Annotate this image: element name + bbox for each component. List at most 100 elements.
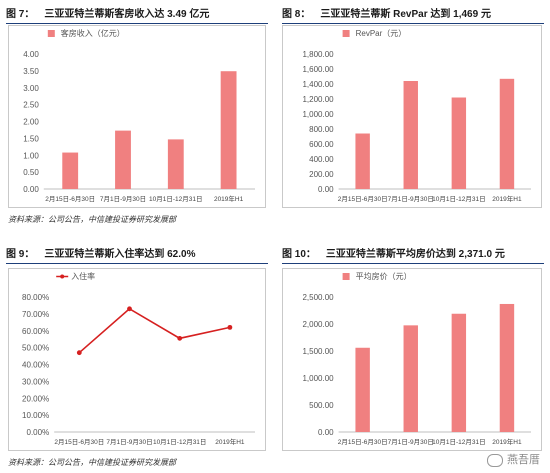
- y-tick-label: 0.00: [318, 428, 334, 437]
- x-tick-label: 10月1日-12月31日: [432, 195, 485, 203]
- bar: [403, 325, 418, 432]
- legend-swatch: [342, 273, 350, 280]
- x-tick-label: 2月15日-6月30日: [54, 438, 104, 446]
- bar: [403, 81, 418, 189]
- legend-label: 平均房价（元）: [356, 271, 412, 281]
- bar: [220, 71, 237, 189]
- chart-room-revenue-svg: 0.00 0.50 1.00 1.50 2.00 2.50 3.00 3.50 4.00 2月15…: [23, 28, 255, 203]
- y-tick-label: 70.00%: [22, 310, 49, 319]
- y-tick-label: 1,400.00: [302, 80, 334, 89]
- chart-occupancy-svg: 0.00% 10.00% 20.00% 30.00% 40.00% 50.00% 60.00…: [22, 271, 255, 446]
- figure-10-number: 图 10：: [282, 249, 316, 260]
- legend-label: RevPar（元）: [356, 29, 407, 38]
- y-tick-label: 30.00%: [22, 377, 49, 386]
- y-tick-label: 1,800.00: [302, 50, 334, 59]
- y-tick-label: 2,500.00: [302, 293, 334, 302]
- y-tick-label: 800.00: [309, 125, 334, 134]
- figure-8-rule: [282, 23, 544, 24]
- data-point: [227, 324, 233, 330]
- bar: [499, 303, 515, 432]
- bar: [451, 313, 467, 432]
- y-tick-label: 1,200.00: [302, 95, 334, 104]
- y-tick-label: 0.00%: [27, 428, 50, 437]
- bar: [167, 139, 184, 189]
- chart-occupancy: 0.00% 10.00% 20.00% 30.00% 40.00% 50.00% 60.00…: [8, 268, 266, 451]
- figure-9-title: 三亚亚特兰蒂斯入住率达到 62.0%: [44, 249, 196, 260]
- bar: [355, 133, 370, 189]
- y-tick-label: 500.00: [309, 401, 334, 410]
- chart-revpar: 0.00 200.00 400.00 600.00 800.00 1,000.00 1,20…: [282, 25, 542, 208]
- series-line: [78, 307, 231, 354]
- y-tick-label: 10.00%: [22, 411, 49, 420]
- data-point: [76, 350, 82, 356]
- x-tick-label: 2月15日-6月30日: [338, 195, 388, 203]
- y-tick-label: 200.00: [309, 170, 334, 179]
- y-tick-label: 4.00: [23, 50, 39, 59]
- x-tick-label: 7月1日-9月30日: [100, 195, 146, 203]
- chart-revpar-svg: 0.00 200.00 400.00 600.00 800.00 1,000.00 1,20…: [302, 29, 531, 203]
- y-tick-label: 3.00: [23, 84, 39, 93]
- bar: [355, 347, 370, 432]
- x-tick-label: 2月15日-6月30日: [338, 438, 388, 446]
- figure-7-rule: [6, 23, 268, 24]
- data-point: [127, 306, 132, 312]
- figure-10-rule: [282, 263, 544, 264]
- y-tick-label: 1,500.00: [302, 347, 334, 356]
- figure-9-number: 图 9：: [6, 249, 35, 260]
- data-point: [177, 335, 183, 341]
- y-tick-label: 1,600.00: [302, 65, 334, 74]
- wechat-icon: [487, 453, 503, 467]
- figure-7-number: 图 7：: [6, 9, 35, 20]
- legend-label: 客房收入（亿元）: [61, 28, 125, 38]
- bar: [451, 97, 467, 189]
- chart-average-room-rate-svg: 0.00 500.00 1,000.00 1,500.00 2,000.00 2,500.…: [302, 271, 531, 446]
- watermark-text: 燕吾厝: [507, 454, 540, 466]
- bar: [499, 78, 515, 189]
- figure-10-caption: 图 10： 三亚亚特兰蒂斯平均房价达到 2,371.0 元: [282, 248, 505, 262]
- y-tick-label: 1.00: [23, 151, 39, 160]
- x-tick-label: 2月15日-6月30日: [45, 195, 95, 203]
- figure-7-title: 三亚亚特兰蒂斯客房收入达 3.49 亿元: [44, 9, 210, 20]
- y-tick-label: 2.50: [23, 101, 39, 110]
- y-tick-label: 40.00%: [22, 361, 49, 370]
- x-tick-label: 2019年H1: [215, 437, 245, 446]
- bar: [115, 130, 131, 189]
- legend-label: 入住率: [71, 271, 95, 281]
- x-tick-label: 2019年H1: [492, 437, 522, 446]
- chart-room-revenue: 0.00 0.50 1.00 1.50 2.00 2.50 3.00 3.50 4.00 2月15…: [8, 25, 266, 208]
- legend-marker: [60, 274, 65, 279]
- y-tick-label: 400.00: [309, 155, 334, 164]
- figure-10-title: 三亚亚特兰蒂斯平均房价达到 2,371.0 元: [325, 249, 505, 260]
- x-tick-label: 10月1日-12月31日: [432, 438, 485, 446]
- legend-swatch: [342, 30, 350, 37]
- x-tick-label: 10月1日-12月31日: [149, 195, 202, 203]
- y-tick-label: 0.00: [318, 185, 334, 194]
- x-tick-label: 10月1日-12月31日: [153, 438, 206, 446]
- y-tick-label: 3.50: [23, 67, 39, 76]
- y-tick-label: 0.50: [23, 168, 39, 177]
- bar: [62, 152, 79, 189]
- x-tick-label: 7月1日-9月30日: [388, 195, 434, 203]
- x-tick-label: 7月1日-9月30日: [106, 438, 152, 446]
- source-note-top: 资料来源：公司公告，中信建投证券研究发展部: [8, 215, 176, 224]
- y-tick-label: 600.00: [309, 140, 334, 149]
- figure-9-rule: [6, 263, 268, 264]
- y-tick-label: 2.00: [23, 118, 39, 127]
- figure-8-number: 图 8：: [282, 9, 311, 20]
- figure-8-title: 三亚亚特兰蒂斯 RevPar 达到 1,469 元: [320, 9, 491, 20]
- x-tick-label: 2019年H1: [492, 194, 522, 203]
- y-tick-label: 1.50: [23, 134, 39, 143]
- y-tick-label: 60.00%: [22, 327, 49, 336]
- source-note-bottom: 资料来源：公司公告，中信建投证券研究发展部: [8, 458, 176, 467]
- figure-9-caption: 图 9： 三亚亚特兰蒂斯入住率达到 62.0%: [6, 248, 195, 262]
- figure-8-caption: 图 8： 三亚亚特兰蒂斯 RevPar 达到 1,469 元: [282, 8, 491, 22]
- figure-7-caption: 图 7： 三亚亚特兰蒂斯客房收入达 3.49 亿元: [6, 8, 209, 22]
- x-tick-label: 7月1日-9月30日: [388, 438, 434, 446]
- legend-swatch: [47, 30, 55, 37]
- y-tick-label: 20.00%: [22, 394, 49, 403]
- chart-average-room-rate: 0.00 500.00 1,000.00 1,500.00 2,000.00 2,500.…: [282, 268, 542, 451]
- y-tick-label: 1,000.00: [302, 374, 334, 383]
- y-tick-label: 2,000.00: [302, 320, 334, 329]
- watermark: 燕吾厝: [487, 451, 540, 467]
- y-tick-label: 80.00%: [22, 293, 49, 302]
